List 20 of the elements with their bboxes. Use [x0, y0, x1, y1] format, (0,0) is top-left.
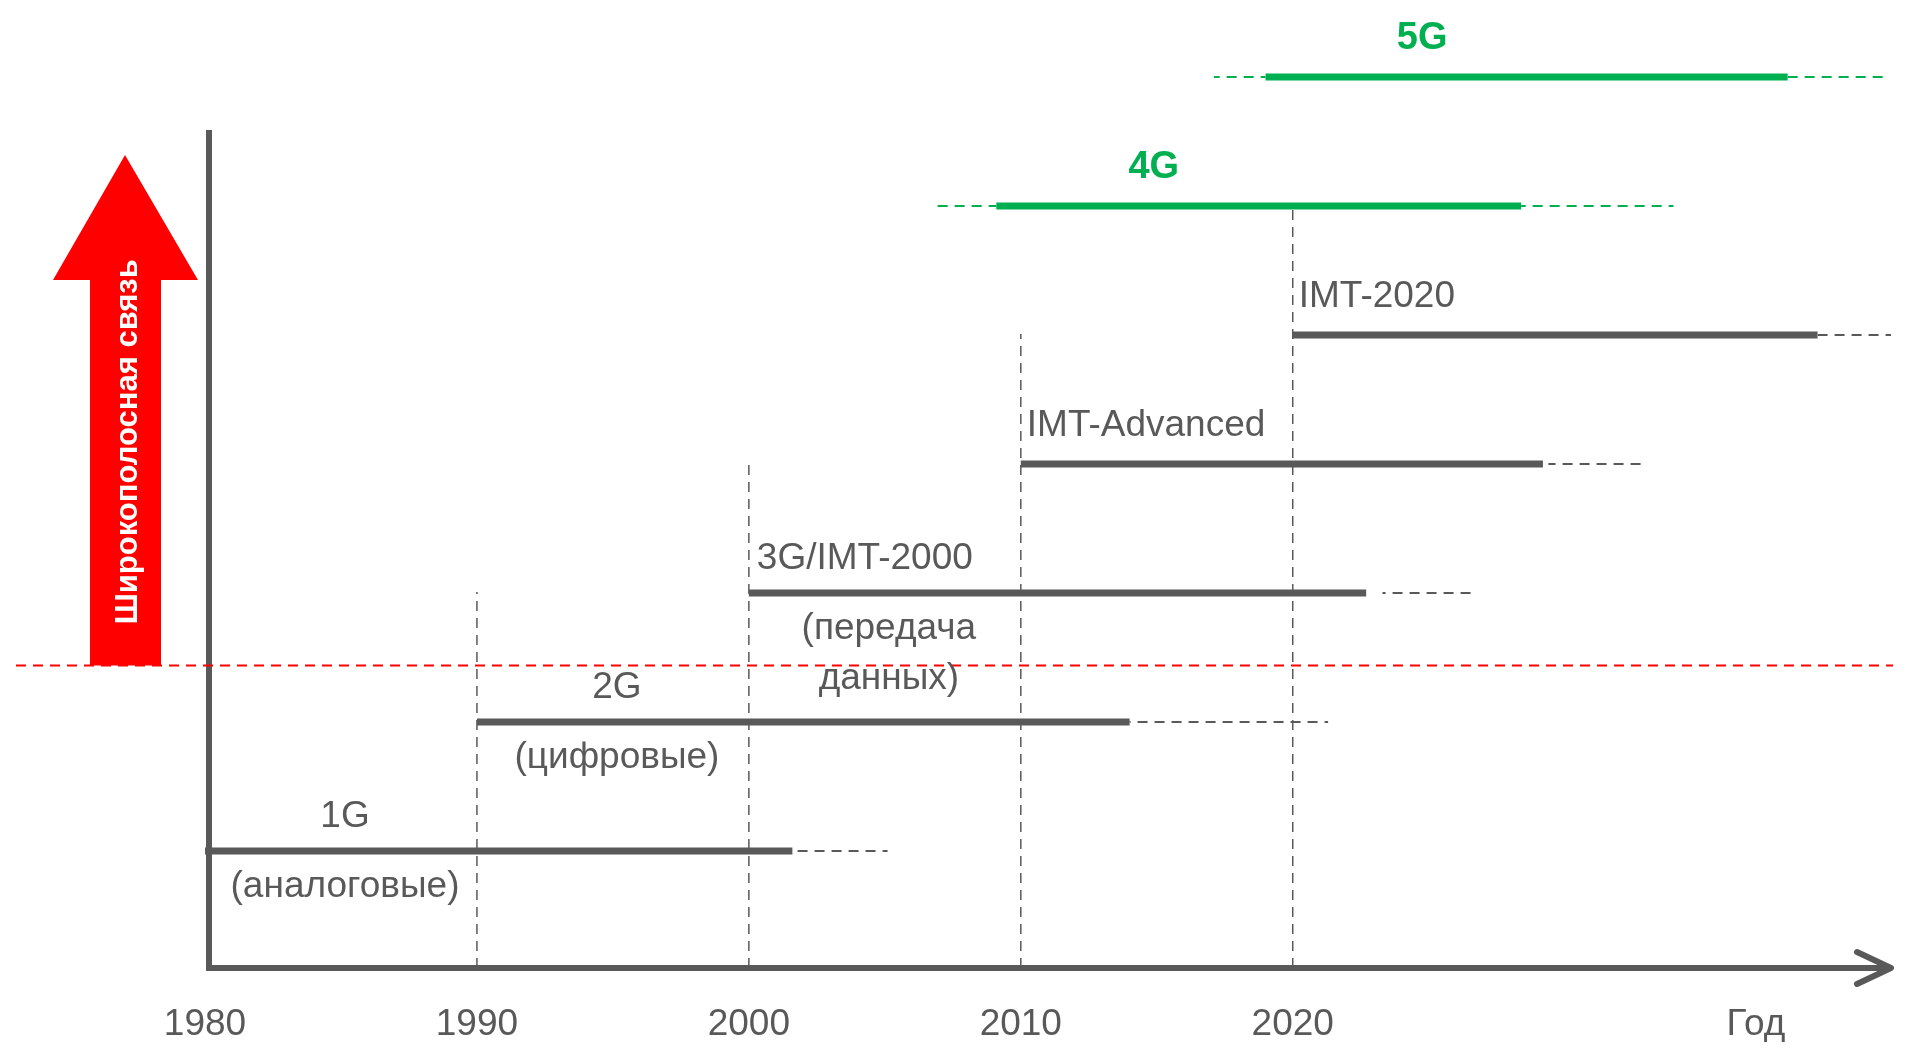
x-tick-label: 1980	[163, 1002, 247, 1043]
y-tick-label: 5G	[1396, 15, 1448, 57]
text: Широкополосная связь	[109, 259, 144, 625]
y-tick-label: 3G/IMT-2000 (передача данных)	[756, 536, 977, 697]
x-tick-label: 1990	[435, 1002, 519, 1043]
y-tick-label: IMT-Advanced	[1026, 403, 1266, 444]
bar	[996, 202, 1522, 210]
y-tick-label: 1G (аналоговые)	[230, 794, 460, 905]
x-tick-label: 2020	[1251, 1002, 1334, 1043]
x-axis-title: Год	[1726, 1002, 1786, 1043]
x-tick-label: 2000	[707, 1002, 791, 1043]
bar	[1213, 76, 1266, 78]
bar	[1817, 334, 1891, 336]
bar	[1129, 721, 1329, 723]
y-tick-label: 2G (цифровые)	[514, 665, 720, 776]
y-tick-label: 4G	[1128, 144, 1180, 186]
x-tick-label: 2010	[979, 1002, 1062, 1043]
bar	[1548, 463, 1644, 465]
bar	[1265, 73, 1788, 81]
y-tick-label: IMT-2020	[1298, 274, 1456, 315]
